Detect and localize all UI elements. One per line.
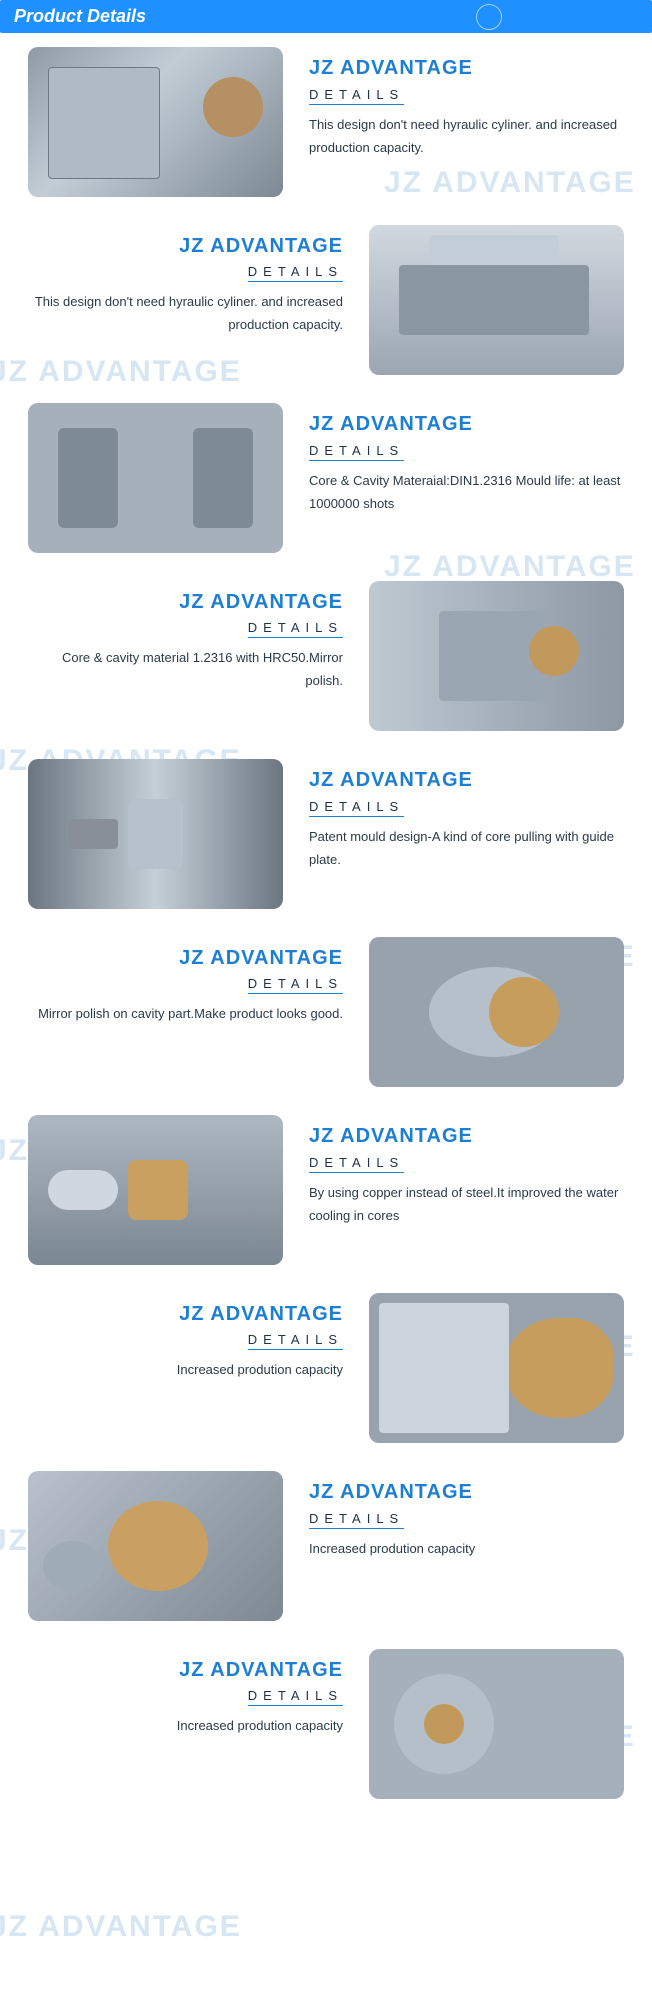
detail-row: JZ ADVANTAGE DETAILS This design don't n… — [0, 33, 652, 211]
advantage-title: JZ ADVANTAGE — [28, 947, 343, 970]
advantage-title: JZ ADVANTAGE — [28, 235, 343, 258]
advantage-body: By using copper instead of steel.It impr… — [309, 1181, 624, 1228]
advantage-body: Core & cavity material 1.2316 with HRC50… — [28, 646, 343, 693]
advantage-title: JZ ADVANTAGE — [309, 769, 624, 792]
detail-row: JZ ADVANTAGE DETAILS Mirror polish on ca… — [0, 923, 652, 1101]
advantage-subtitle: DETAILS — [309, 1155, 404, 1173]
header-bar: Product Details — [0, 0, 652, 33]
advantage-subtitle: DETAILS — [248, 976, 343, 994]
product-image — [28, 1115, 283, 1265]
detail-text: JZ ADVANTAGE DETAILS This design don't n… — [28, 225, 343, 337]
product-image — [28, 47, 283, 197]
advantage-title: JZ ADVANTAGE — [309, 1481, 624, 1504]
product-image — [28, 759, 283, 909]
detail-text: JZ ADVANTAGE DETAILS By using copper ins… — [309, 1115, 624, 1228]
advantage-subtitle: DETAILS — [248, 620, 343, 638]
detail-row: JZ ADVANTAGE DETAILS This design don't n… — [0, 211, 652, 389]
advantage-body: Increased prodution capacity — [309, 1537, 624, 1560]
advantage-body: Core & Cavity Materaial:DIN1.2316 Mould … — [309, 469, 624, 516]
advantage-subtitle: DETAILS — [309, 443, 404, 461]
detail-text: JZ ADVANTAGE DETAILS Increased prodution… — [28, 1293, 343, 1381]
advantage-body: Increased prodution capacity — [28, 1714, 343, 1737]
advantage-subtitle: DETAILS — [248, 1688, 343, 1706]
advantage-subtitle: DETAILS — [248, 264, 343, 282]
advantage-body: Patent mould design-A kind of core pulli… — [309, 825, 624, 872]
detail-row: JZ ADVANTAGE DETAILS Core & Cavity Mater… — [0, 389, 652, 567]
product-image — [369, 937, 624, 1087]
product-image — [28, 403, 283, 553]
product-image — [369, 1293, 624, 1443]
detail-row: JZ ADVANTAGE DETAILS Increased prodution… — [0, 1457, 652, 1635]
detail-text: JZ ADVANTAGE DETAILS Patent mould design… — [309, 759, 624, 872]
detail-row: JZ ADVANTAGE DETAILS Increased prodution… — [0, 1279, 652, 1457]
advantage-title: JZ ADVANTAGE — [28, 591, 343, 614]
advantage-subtitle: DETAILS — [309, 1511, 404, 1529]
detail-row: JZ ADVANTAGE DETAILS Increased prodution… — [0, 1635, 652, 1813]
detail-text: JZ ADVANTAGE DETAILS This design don't n… — [309, 47, 624, 160]
detail-text: JZ ADVANTAGE DETAILS Increased prodution… — [309, 1471, 624, 1560]
advantage-title: JZ ADVANTAGE — [309, 413, 624, 436]
advantage-title: JZ ADVANTAGE — [28, 1659, 343, 1682]
detail-row: JZ ADVANTAGE DETAILS Patent mould design… — [0, 745, 652, 923]
header-title: Product Details — [14, 6, 146, 26]
detail-row: JZ ADVANTAGE DETAILS Core & cavity mater… — [0, 567, 652, 745]
detail-text: JZ ADVANTAGE DETAILS Increased prodution… — [28, 1649, 343, 1737]
product-image — [28, 1471, 283, 1621]
detail-text: JZ ADVANTAGE DETAILS Core & Cavity Mater… — [309, 403, 624, 516]
product-image — [369, 225, 624, 375]
advantage-title: JZ ADVANTAGE — [309, 57, 624, 80]
advantage-subtitle: DETAILS — [309, 87, 404, 105]
advantage-body: This design don't need hyraulic cyliner.… — [309, 113, 624, 160]
detail-text: JZ ADVANTAGE DETAILS Mirror polish on ca… — [28, 937, 343, 1025]
advantage-subtitle: DETAILS — [248, 1332, 343, 1350]
detail-row: JZ ADVANTAGE DETAILS By using copper ins… — [0, 1101, 652, 1279]
advantage-body: Mirror polish on cavity part.Make produc… — [28, 1002, 343, 1025]
product-image — [369, 581, 624, 731]
advantage-title: JZ ADVANTAGE — [28, 1303, 343, 1326]
advantage-body: Increased prodution capacity — [28, 1358, 343, 1381]
advantage-body: This design don't need hyraulic cyliner.… — [28, 290, 343, 337]
detail-text: JZ ADVANTAGE DETAILS Core & cavity mater… — [28, 581, 343, 693]
advantage-title: JZ ADVANTAGE — [309, 1125, 624, 1148]
product-image — [369, 1649, 624, 1799]
advantage-subtitle: DETAILS — [309, 799, 404, 817]
watermark: JZ ADVANTAGE — [0, 1910, 242, 1944]
